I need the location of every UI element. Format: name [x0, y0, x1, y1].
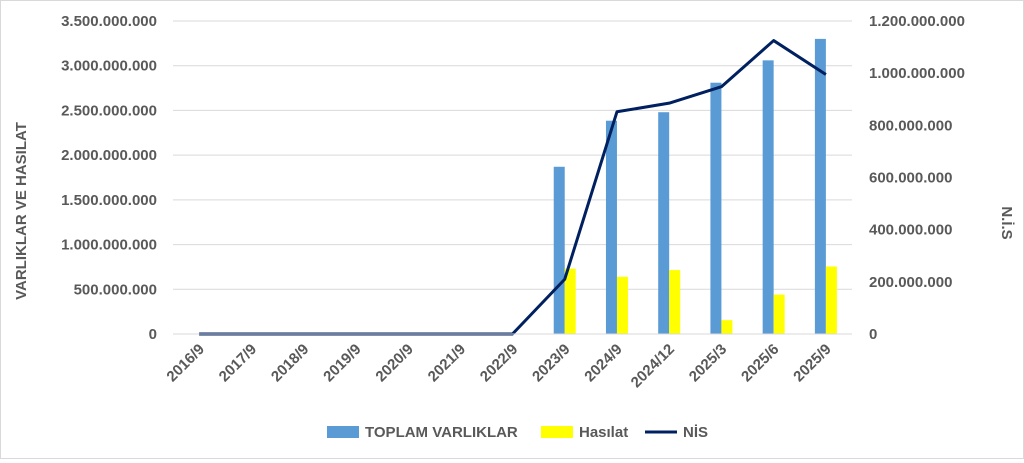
x-tick-label: 2022/9 [477, 341, 521, 385]
legend-swatch [327, 426, 359, 438]
x-tick-label: 2021/9 [425, 341, 469, 385]
y2-tick-label: 400.000.000 [869, 222, 952, 239]
bar-toplam-varliklar [606, 121, 617, 334]
legend-label: NİS [683, 424, 708, 441]
x-tick-label: 2025/3 [686, 341, 730, 385]
bar-toplam-varliklar [554, 167, 565, 334]
y-tick-label: 3.500.000.000 [61, 13, 157, 30]
bar-toplam-varliklar [763, 60, 774, 334]
x-tick-label: 2020/9 [372, 341, 416, 385]
y-tick-label: 1.500.000.000 [61, 192, 157, 209]
legend-label: TOPLAM VARLIKLAR [365, 424, 518, 441]
bar-hasılat [617, 277, 628, 334]
y2-tick-label: 800.000.000 [869, 117, 952, 134]
legend: TOPLAM VARLIKLAR Hasılat NİS [327, 424, 708, 441]
y2-tick-label: 1.000.000.000 [869, 65, 965, 82]
x-tick-label: 2016/9 [163, 341, 207, 385]
x-tick-label: 2017/9 [216, 341, 260, 385]
y-tick-label: 3.000.000.000 [61, 58, 157, 75]
line-nis [199, 41, 826, 334]
x-tick-label: 2019/9 [320, 341, 364, 385]
x-tick-label: 2018/9 [268, 341, 312, 385]
bar-hasılat [774, 295, 785, 334]
y-tick-label: 0 [149, 326, 157, 343]
y2-tick-label: 200.000.000 [869, 274, 952, 291]
y-tick-label: 2.000.000.000 [61, 147, 157, 164]
bar-toplam-varliklar [710, 83, 721, 334]
y2-tick-label: 0 [869, 326, 877, 343]
x-tick-label: 2024/12 [628, 341, 678, 391]
legend-label: Hasılat [579, 424, 628, 441]
y2-axis-title: N.İ.S [998, 206, 1015, 239]
x-tick-label: 2024/9 [581, 341, 625, 385]
bar-toplam-varliklar [658, 112, 669, 334]
bar-hasılat [669, 270, 680, 334]
axes: 0 500.000.000 1.000.000.000 1.500.000.000 2.… [61, 13, 965, 391]
x-tick-label: 2023/9 [529, 341, 573, 385]
y-tick-label: 500.000.000 [74, 281, 157, 298]
y2-tick-label: 600.000.000 [869, 170, 952, 187]
legend-swatch [541, 426, 573, 438]
gridlines [173, 21, 852, 334]
x-tick-label: 2025/9 [790, 341, 834, 385]
bar-hasılat [826, 266, 837, 334]
bar-hasılat [721, 320, 732, 334]
line-series [199, 40, 826, 334]
y-tick-label: 1.000.000.000 [61, 237, 157, 254]
x-tick-label: 2025/6 [738, 341, 782, 385]
y-tick-label: 2.500.000.000 [61, 102, 157, 119]
bar-toplam-varliklar [815, 39, 826, 334]
y-axis-title: VARLIKLAR VE HASILAT [13, 122, 30, 300]
y2-tick-label: 1.200.000.000 [869, 13, 965, 30]
